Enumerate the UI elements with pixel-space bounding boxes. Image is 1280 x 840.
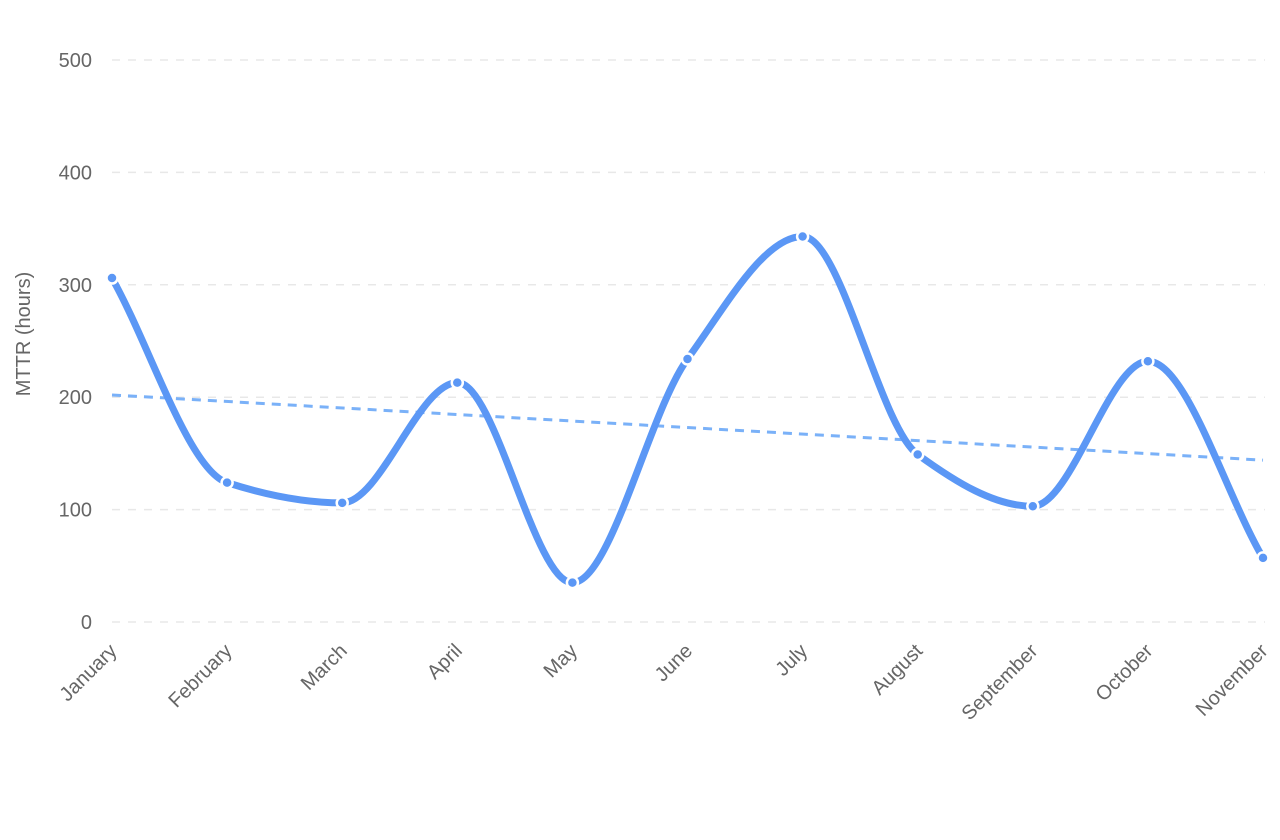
y-tick-label: 100 (59, 500, 92, 522)
data-point[interactable] (1141, 354, 1155, 368)
x-tick-label: April (423, 640, 467, 684)
data-points (105, 229, 1270, 590)
x-tick-label: October (1092, 640, 1158, 706)
data-point[interactable] (1026, 499, 1040, 513)
x-tick-label: August (868, 640, 928, 700)
y-tick-label: 300 (59, 275, 92, 297)
data-point[interactable] (795, 229, 810, 244)
x-tick-label: September (958, 640, 1043, 725)
x-tick-label: June (651, 640, 697, 686)
data-point[interactable] (680, 352, 695, 366)
y-tick-label: 0 (81, 612, 92, 634)
series-line (108, 232, 1267, 587)
x-axis-ticks: January February March April May June July Augu… (56, 640, 1273, 725)
y-tick-label: 500 (59, 50, 92, 72)
series-layer (108, 232, 1267, 587)
data-point[interactable] (910, 447, 925, 462)
trendline (111, 393, 1264, 462)
data-point[interactable] (565, 575, 580, 590)
y-tick-label: 200 (59, 387, 92, 409)
data-point[interactable] (105, 271, 119, 285)
y-axis-label: MTTR (hours) (13, 272, 35, 396)
x-tick-label: February (164, 640, 236, 712)
y-tick-label: 400 (59, 162, 92, 184)
data-point[interactable] (335, 496, 349, 510)
x-tick-label: March (297, 640, 352, 695)
x-tick-label: January (56, 640, 122, 706)
data-point[interactable] (1256, 551, 1270, 565)
x-tick-label: July (771, 640, 812, 681)
x-tick-label: November (1192, 640, 1273, 721)
y-axis-ticks: 0 100 200 300 400 500 (59, 50, 92, 634)
trendline-layer (111, 393, 1264, 462)
data-point[interactable] (220, 475, 234, 490)
grid-lines (112, 59, 1265, 623)
x-tick-label: May (540, 640, 582, 682)
data-point[interactable] (450, 375, 465, 390)
